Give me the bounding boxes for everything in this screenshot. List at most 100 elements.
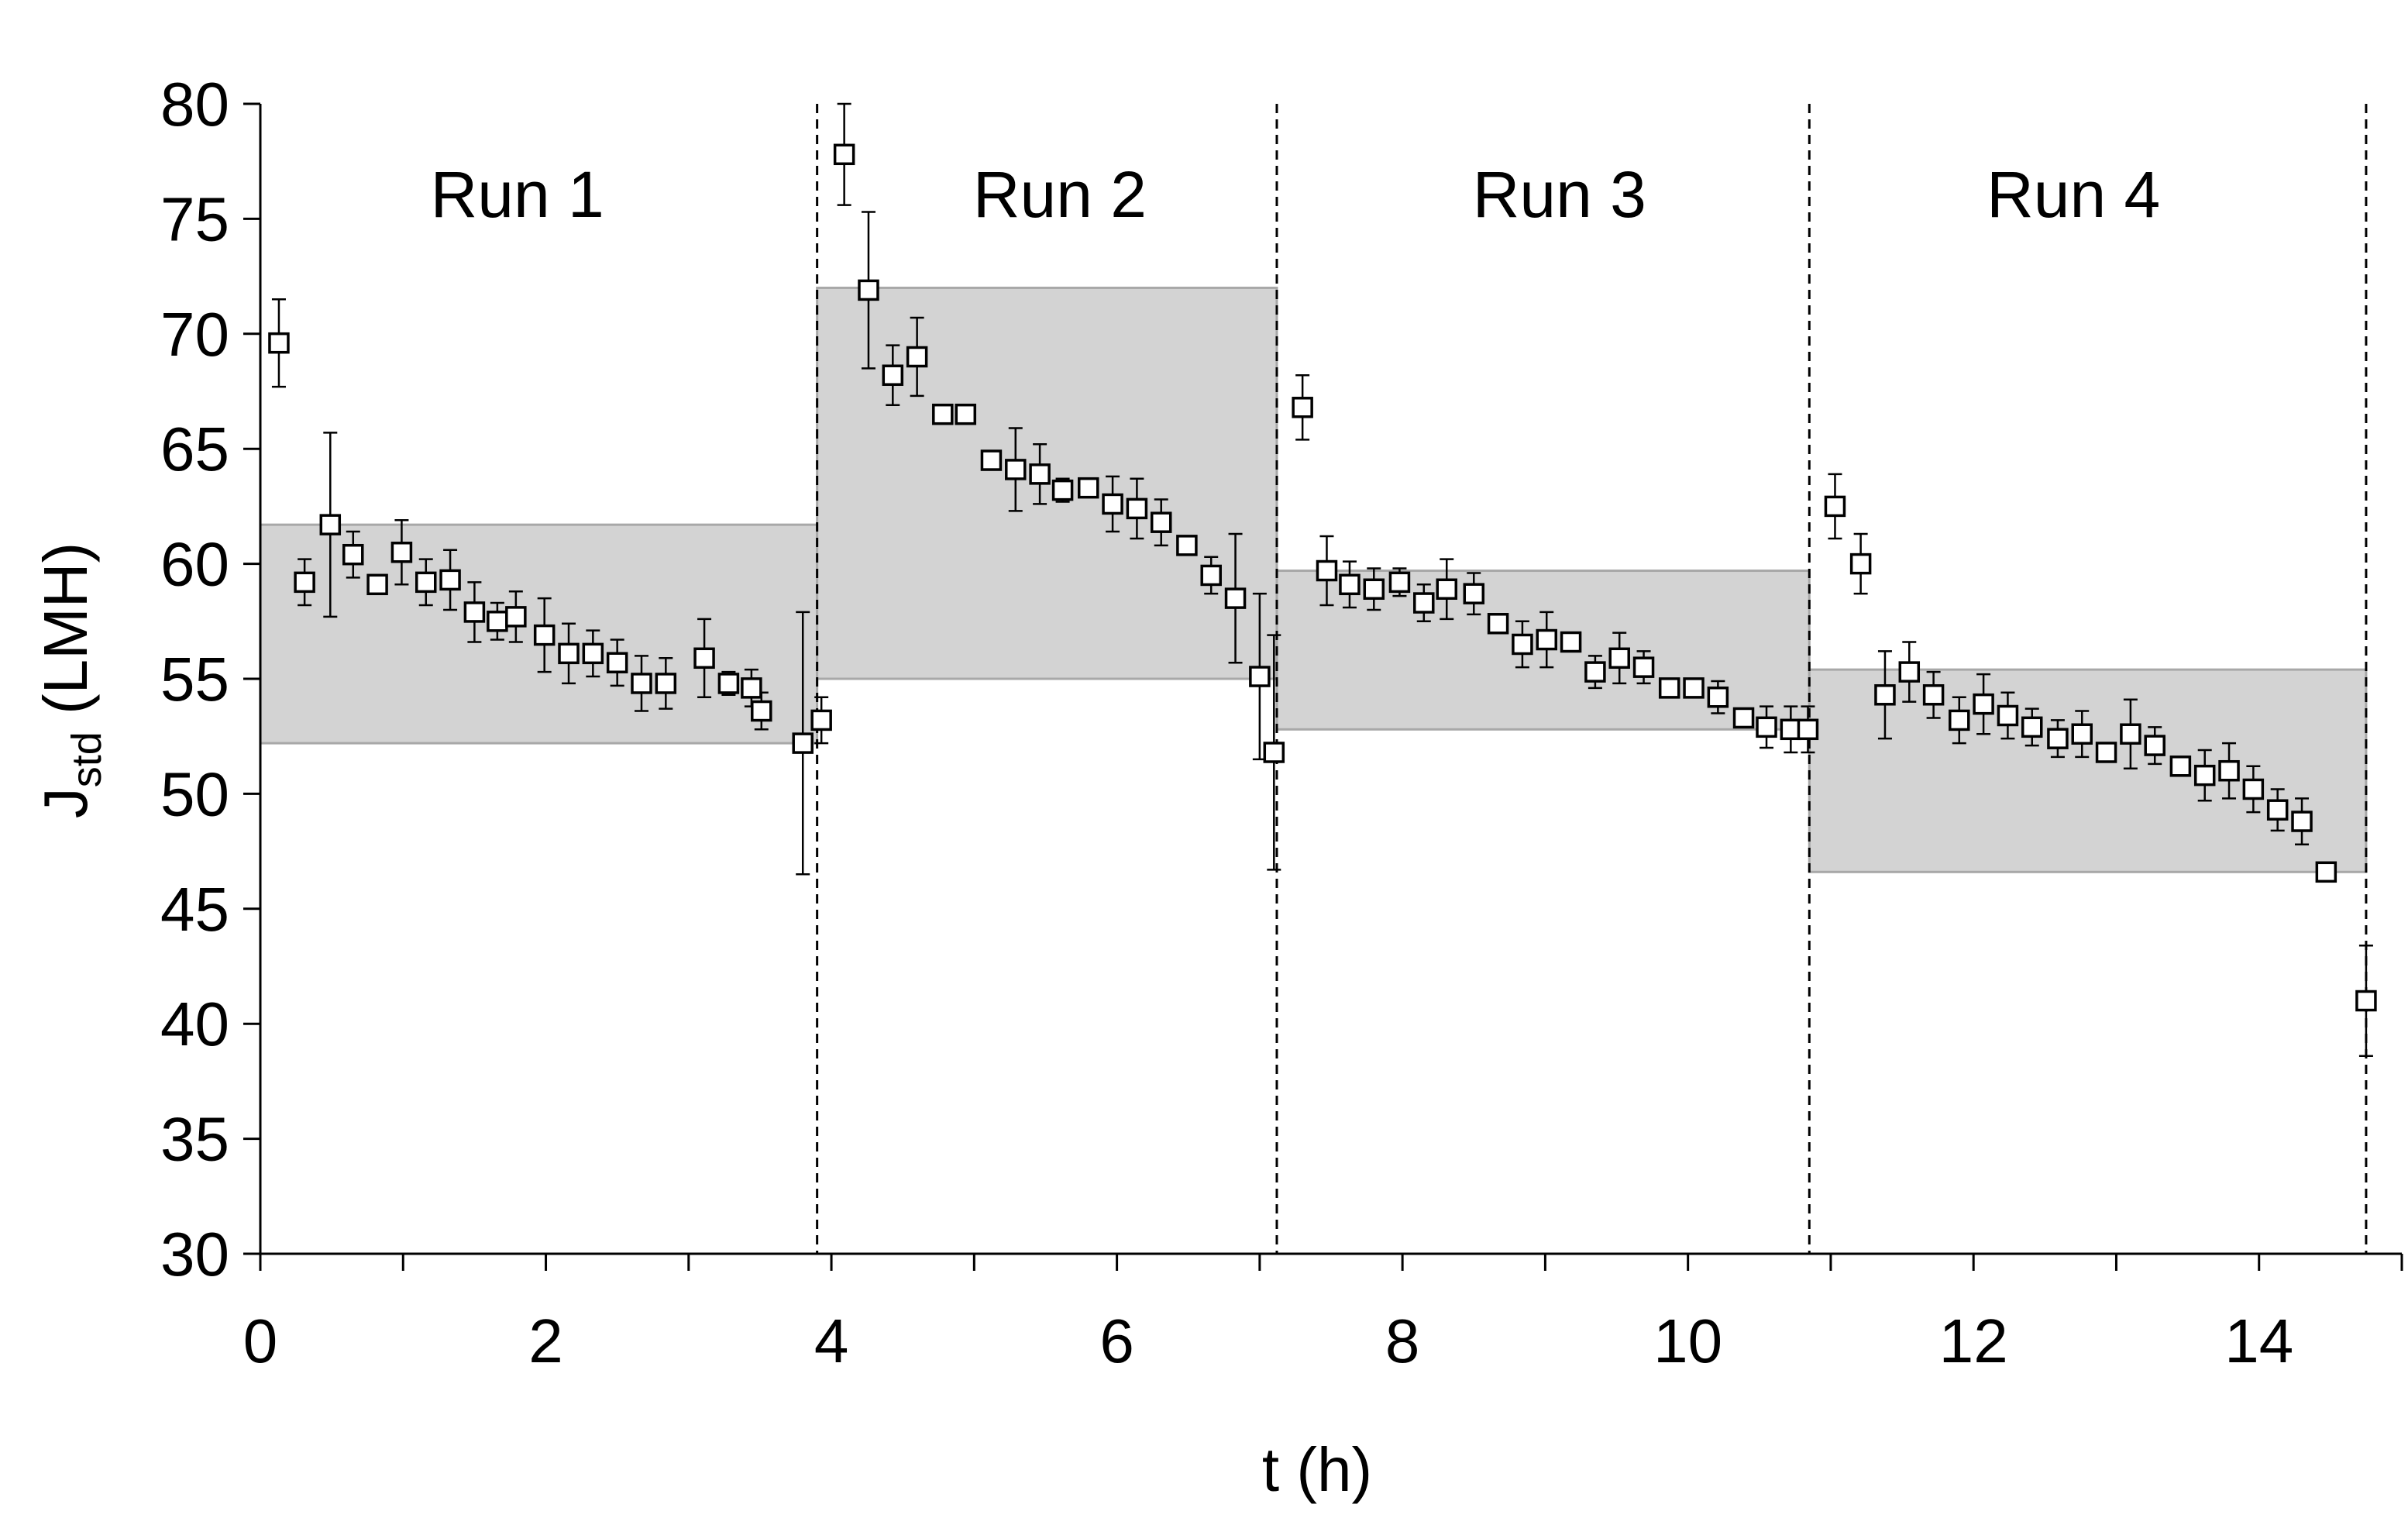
run-label-4: Run 4	[1987, 158, 2160, 231]
y-axis-title-subscript: std	[64, 731, 110, 787]
data-point	[1413, 592, 1435, 614]
data-point	[1077, 477, 1099, 499]
data-point	[2193, 764, 2216, 787]
y-tick-label: 40	[160, 990, 229, 1058]
data-point	[1363, 578, 1385, 600]
data-point	[319, 514, 342, 535]
data-point	[1874, 684, 1896, 706]
data-point	[858, 279, 879, 301]
data-point	[833, 143, 855, 166]
run-label-3: Run 3	[1473, 158, 1646, 231]
data-point	[1824, 495, 1846, 518]
data-point	[2355, 990, 2377, 1012]
data-point	[1849, 552, 1872, 575]
data-point	[1797, 718, 1819, 741]
data-point	[2218, 759, 2240, 782]
data-point	[1732, 707, 1755, 729]
data-point	[792, 732, 814, 754]
data-point	[1339, 573, 1361, 596]
y-tick-label: 70	[160, 300, 229, 369]
data-point	[1388, 571, 1411, 594]
y-axis-title-main: J	[31, 787, 100, 818]
run-bands	[259, 286, 2368, 873]
data-point	[1176, 535, 1198, 556]
x-tick-label: 4	[814, 1306, 849, 1375]
data-point	[2021, 716, 2043, 738]
data-point	[1560, 631, 1582, 653]
data-point	[1707, 686, 1729, 708]
y-axis-title-unit: (LMH)	[31, 542, 100, 731]
data-point	[717, 673, 740, 694]
run-band-4	[1808, 668, 2368, 873]
data-point	[439, 569, 461, 591]
x-ticks: 0 2 4 6 8 10 12 14	[243, 1254, 2403, 1375]
y-tick-label: 75	[160, 184, 229, 253]
data-point	[1608, 647, 1630, 670]
data-point	[2266, 799, 2289, 821]
data-point	[1263, 742, 1285, 763]
x-tick-label: 12	[1939, 1306, 2008, 1375]
data-point	[1536, 628, 1557, 651]
x-tick-label: 14	[2224, 1306, 2293, 1375]
data-point	[810, 709, 832, 731]
y-tick-label: 30	[160, 1220, 229, 1289]
data-point	[1126, 497, 1148, 520]
data-point	[2144, 735, 2165, 756]
data-point	[268, 332, 290, 354]
data-point	[505, 606, 527, 628]
run-label-1: Run 1	[431, 158, 604, 231]
data-point	[2095, 742, 2117, 763]
data-point	[932, 403, 954, 425]
y-tick-label: 55	[160, 645, 229, 714]
data-point	[1249, 666, 1271, 687]
data-point	[1922, 684, 1945, 706]
data-point	[1997, 704, 2019, 727]
data-point	[955, 403, 977, 425]
data-point	[1224, 587, 1247, 609]
data-point	[1029, 463, 1051, 485]
data-point	[342, 543, 364, 566]
run-label-2: Run 2	[973, 158, 1147, 231]
data-point	[906, 346, 928, 368]
y-tick-label: 50	[160, 759, 229, 828]
data-point	[1316, 559, 1338, 582]
data-point	[2120, 723, 2141, 745]
data-point	[2291, 811, 2313, 832]
data-point	[1463, 583, 1485, 604]
data-point	[741, 677, 762, 699]
y-tick-label: 65	[160, 415, 229, 484]
data-point	[487, 611, 508, 632]
data-point	[693, 647, 715, 670]
data-point	[1658, 677, 1680, 699]
data-point	[1898, 661, 1921, 683]
data-point	[390, 542, 413, 563]
data-point	[582, 642, 604, 665]
y-axis-title: Jstd (LMH)	[31, 542, 110, 818]
data-point	[1102, 493, 1123, 515]
data-point	[1584, 661, 1606, 683]
x-tick-label: 0	[243, 1306, 278, 1375]
data-point	[2169, 756, 2192, 777]
data-point	[558, 642, 580, 665]
data-point	[631, 673, 652, 694]
data-point	[2242, 778, 2265, 800]
data-point	[655, 673, 677, 694]
run-dividers	[816, 104, 2368, 1254]
data-point	[882, 364, 904, 386]
data-point	[1683, 677, 1705, 699]
y-tick-label: 45	[160, 875, 229, 944]
data-point	[463, 601, 486, 623]
y-tick-label: 60	[160, 530, 229, 599]
data-point	[606, 652, 628, 673]
data-point	[1292, 397, 1313, 418]
data-point	[2047, 728, 2069, 749]
data-point	[1200, 564, 1222, 587]
data-point	[1632, 656, 1655, 678]
data-point	[1150, 511, 1172, 533]
data-point	[2071, 723, 2093, 745]
data-point	[1512, 633, 1533, 656]
data-point	[2315, 861, 2337, 883]
data-point	[1973, 693, 1994, 715]
x-axis-title: t (h)	[1262, 1435, 1372, 1504]
